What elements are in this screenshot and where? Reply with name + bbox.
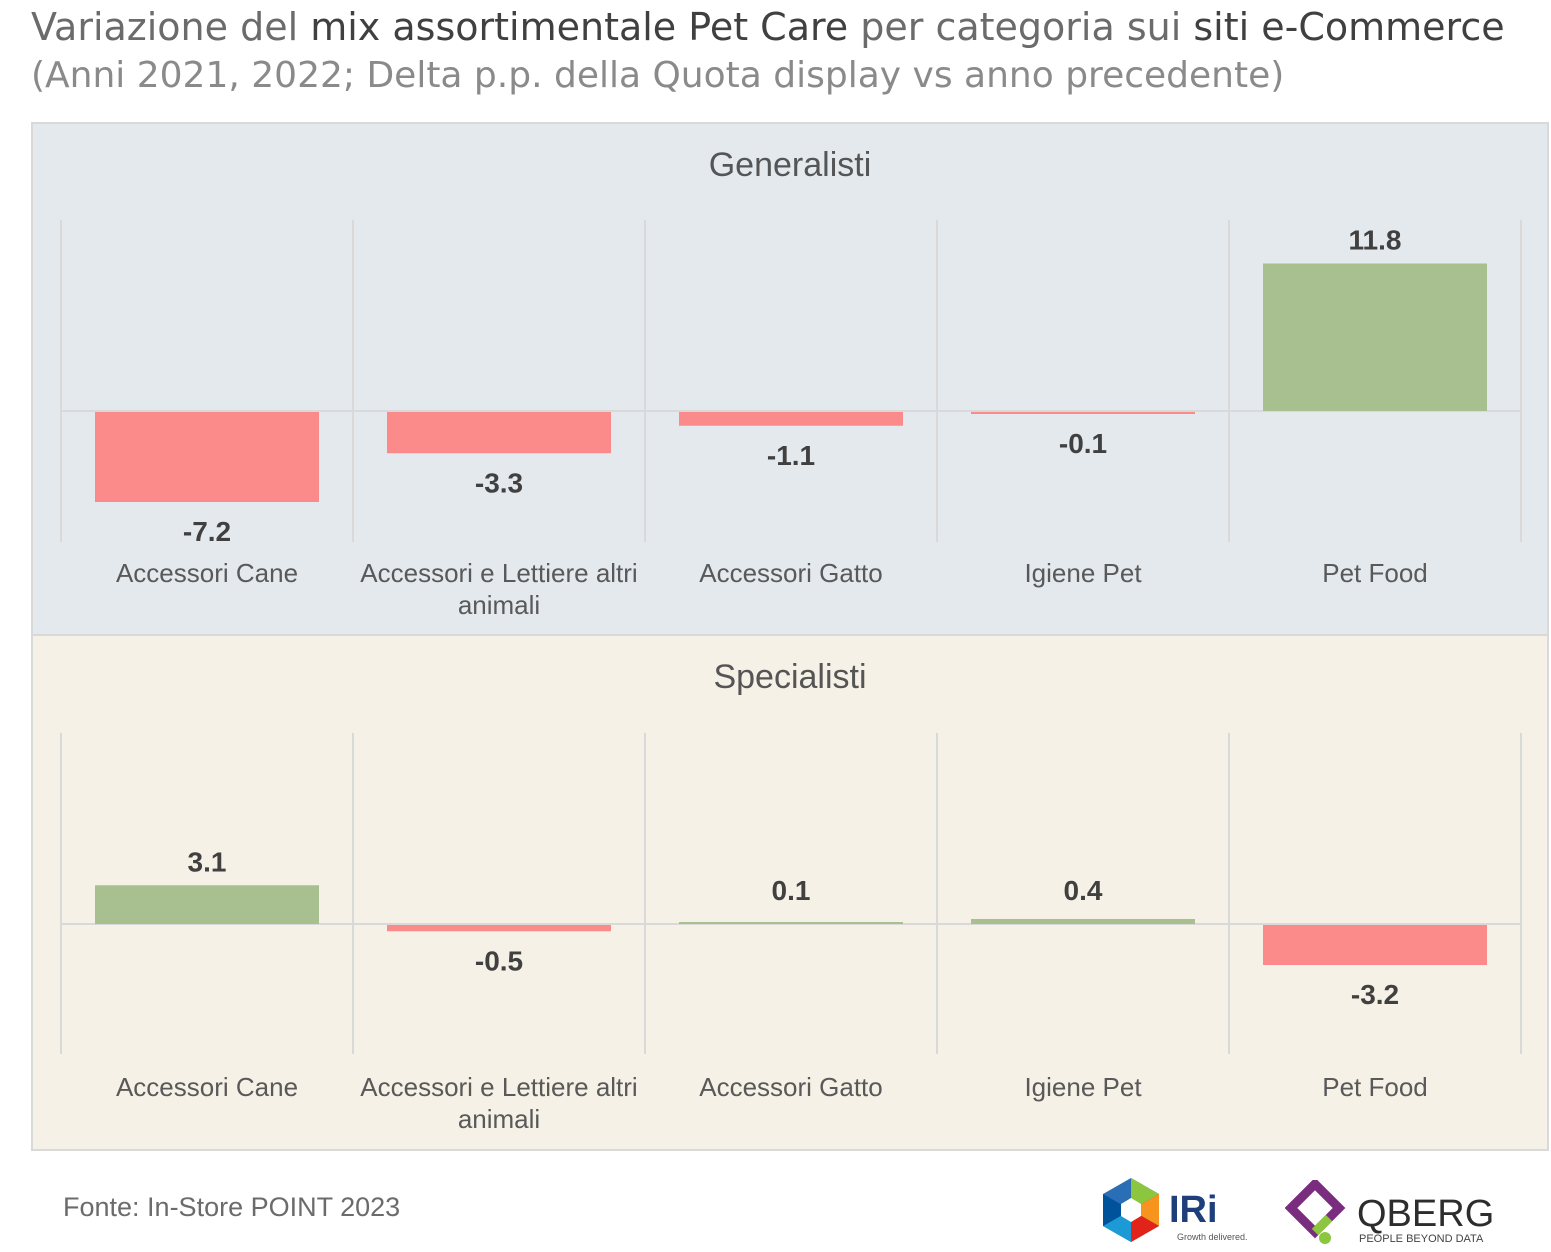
bar (1263, 263, 1487, 411)
data-label: -0.5 (475, 945, 523, 976)
svg-text:Growth delivered.: Growth delivered. (1177, 1232, 1248, 1242)
svg-text:QBERG: QBERG (1357, 1193, 1494, 1235)
chart-generalisti: -7.2 Accessori Cane -3.3 Accessori e Lettie… (60, 220, 1522, 620)
category-label: Igiene Pet (1024, 1072, 1142, 1102)
data-label: 3.1 (188, 846, 227, 877)
svg-text:PEOPLE BEYOND DATA: PEOPLE BEYOND DATA (1359, 1233, 1484, 1245)
category-label: Accessori Cane (116, 558, 298, 588)
bar (1263, 925, 1487, 965)
data-label: 0.4 (1064, 875, 1103, 906)
bar (387, 412, 611, 454)
bar (971, 412, 1195, 414)
category-label: Accessori e Lettiere altri (360, 1072, 637, 1102)
bar (971, 919, 1195, 924)
panel-specialisti: Specialisti 3.1 Accessori Cane -0.5 Accesso… (31, 636, 1549, 1151)
source-note: Fonte: In-Store POINT 2023 (63, 1192, 401, 1222)
qberg-logo: QBERG PEOPLE BEYOND DATA (1285, 1180, 1494, 1245)
category-label: Pet Food (1322, 1072, 1428, 1102)
data-label: -0.1 (1059, 428, 1107, 459)
data-label: -7.2 (183, 516, 231, 547)
category-label: Accessori Cane (116, 1072, 298, 1102)
category-label: animali (458, 590, 540, 620)
bar (95, 412, 319, 502)
data-label: 0.1 (772, 875, 811, 906)
chart-specialisti: 3.1 Accessori Cane -0.5 Accessori e Lettier… (60, 733, 1522, 1134)
panel-title-generalisti: Generalisti (708, 146, 872, 184)
panel-title-specialisti: Specialisti (713, 658, 867, 696)
category-label: Igiene Pet (1024, 558, 1142, 588)
data-label: 11.8 (1349, 225, 1402, 256)
bar (679, 412, 903, 426)
iri-logo: IRi Growth delivered. (1103, 1178, 1248, 1242)
chart-subtitle: (Anni 2021, 2022; Delta p.p. della Quota… (31, 55, 1285, 96)
panel-generalisti: Generalisti -7.2 Accessori Cane -3.3 Access… (31, 122, 1549, 636)
chart-title: Variazione del mix assortimentale Pet Ca… (31, 5, 1505, 49)
category-label: Pet Food (1322, 558, 1428, 588)
svg-text:IRi: IRi (1169, 1189, 1218, 1231)
data-label: -1.1 (767, 440, 815, 471)
category-label: Accessori Gatto (699, 1072, 883, 1102)
data-label: -3.2 (1351, 979, 1399, 1010)
category-label: Accessori Gatto (699, 558, 883, 588)
category-label: Accessori e Lettiere altri (360, 558, 637, 588)
data-label: -3.3 (475, 467, 523, 498)
category-label: animali (458, 1104, 540, 1134)
bar (387, 925, 611, 932)
bar (679, 922, 903, 924)
bar (95, 885, 319, 924)
